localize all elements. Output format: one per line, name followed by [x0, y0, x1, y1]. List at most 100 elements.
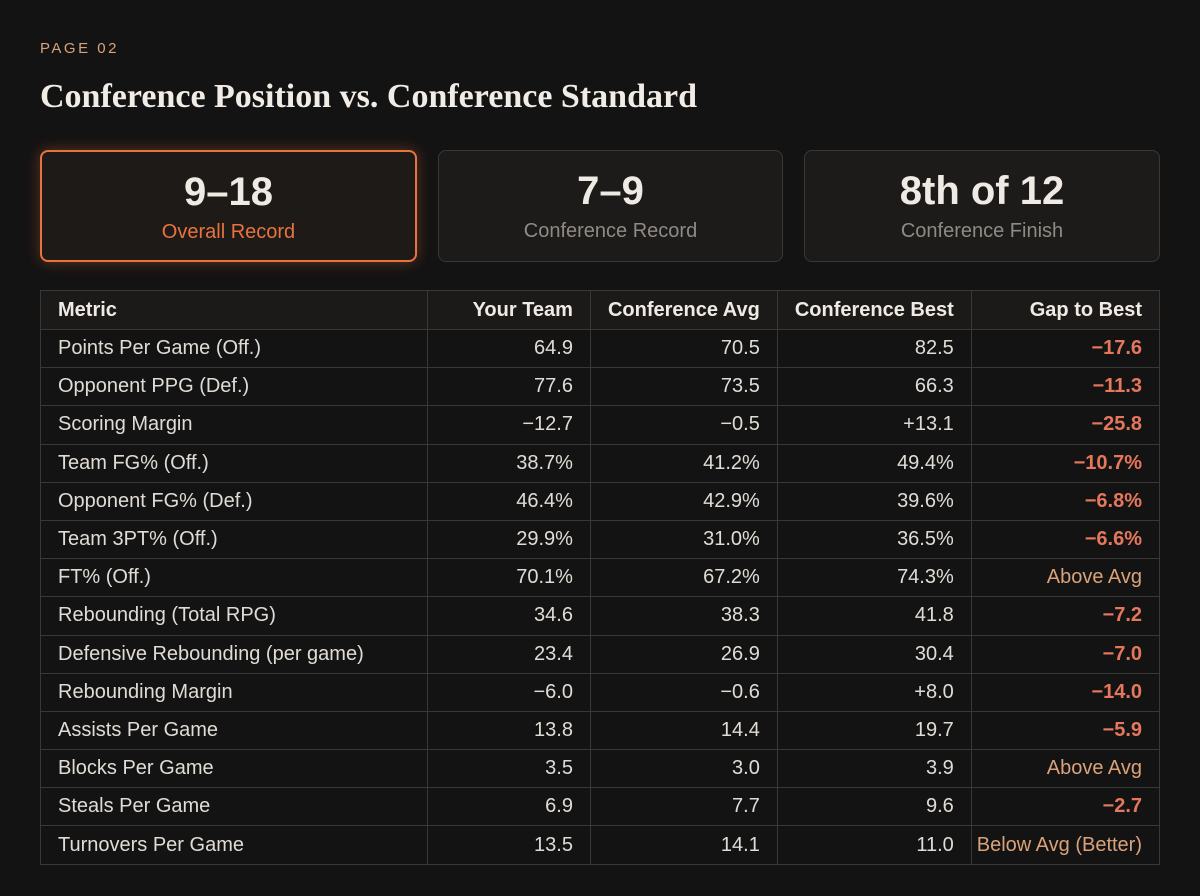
- table-row: Rebounding Margin −6.0 −0.6 +8.0 −14.0: [39, 672, 1161, 712]
- table-cell: −14.0: [970, 672, 1161, 712]
- metric-name: Opponent PPG (Def.): [39, 367, 429, 407]
- table-cell: 31.0%: [589, 519, 778, 560]
- table-cell: 19.7: [776, 710, 972, 751]
- metric-name: Assists Per Game: [39, 710, 429, 751]
- table-cell: 42.9%: [589, 481, 778, 521]
- table-cell: −0.5: [589, 405, 778, 445]
- table-row: Steals Per Game 6.9 7.7 9.6 −2.7: [39, 787, 1161, 827]
- table-cell: Above Avg: [970, 558, 1161, 598]
- metric-name: Turnovers Per Game: [39, 825, 429, 865]
- metric-name: FT% (Off.): [39, 558, 429, 598]
- table-cell: 41.8: [776, 596, 972, 636]
- table-row: Assists Per Game 13.8 14.4 19.7 −5.9: [39, 710, 1161, 751]
- column-header: Metric: [39, 290, 429, 330]
- table-cell: 82.5: [776, 328, 972, 369]
- metric-name: Rebounding (Total RPG): [39, 596, 429, 636]
- table-cell: −6.0: [427, 672, 591, 712]
- metric-name: Scoring Margin: [39, 405, 429, 445]
- table-cell: 3.0: [589, 749, 778, 789]
- table-cell: 73.5: [589, 367, 778, 407]
- metric-name: Points Per Game (Off.): [39, 328, 429, 369]
- table-cell: 66.3: [776, 367, 972, 407]
- metric-name: Team FG% (Off.): [39, 443, 429, 483]
- column-header: Gap to Best: [970, 290, 1161, 330]
- table-cell: 38.3: [589, 596, 778, 636]
- column-header: Conference Best: [776, 290, 972, 330]
- table-cell: +8.0: [776, 672, 972, 712]
- table-cell: 70.1%: [427, 558, 591, 598]
- table-cell: −0.6: [589, 672, 778, 712]
- stat-card: 7–9 Conference Record: [438, 150, 783, 262]
- page-title: Conference Position vs. Conference Stand…: [40, 78, 697, 115]
- metric-name: Steals Per Game: [39, 787, 429, 827]
- table-cell: −5.9: [970, 710, 1161, 751]
- table-row: Blocks Per Game 3.5 3.0 3.9 Above Avg: [39, 749, 1161, 789]
- table-cell: −7.0: [970, 634, 1161, 674]
- table-row: Turnovers Per Game 13.5 14.1 11.0 Below Avg …: [39, 825, 1161, 865]
- table-cell: 26.9: [589, 634, 778, 674]
- table-row: FT% (Off.) 70.1% 67.2% 74.3% Above Avg: [39, 558, 1161, 598]
- table-row: Team FG% (Off.) 38.7% 41.2% 49.4% −10.7%: [39, 443, 1161, 483]
- table-cell: 41.2%: [589, 443, 778, 483]
- table-cell: 23.4: [427, 634, 591, 674]
- table-cell: 34.6: [427, 596, 591, 636]
- table-cell: 36.5%: [776, 519, 972, 560]
- stat-card: 9–18 Overall Record: [40, 150, 417, 262]
- table-cell: 3.5: [427, 749, 591, 789]
- metric-name: Opponent FG% (Def.): [39, 481, 429, 521]
- table-cell: Below Avg (Better): [970, 825, 1161, 865]
- table-cell: 6.9: [427, 787, 591, 827]
- table-cell: 3.9: [776, 749, 972, 789]
- table-cell: −6.6%: [970, 519, 1161, 560]
- table-row: Opponent PPG (Def.) 77.6 73.5 66.3 −11.3: [39, 367, 1161, 407]
- stat-card: 8th of 12 Conference Finish: [804, 150, 1160, 262]
- table-cell: 64.9: [427, 328, 591, 369]
- table-cell: 39.6%: [776, 481, 972, 521]
- table-cell: 67.2%: [589, 558, 778, 598]
- table-cell: 49.4%: [776, 443, 972, 483]
- column-header: Conference Avg: [589, 290, 778, 330]
- table-row: Team 3PT% (Off.) 29.9% 31.0% 36.5% −6.6%: [39, 519, 1161, 560]
- card-value: 9–18: [184, 170, 273, 214]
- table-cell: −25.8: [970, 405, 1161, 445]
- table-cell: 30.4: [776, 634, 972, 674]
- table-row: Points Per Game (Off.) 64.9 70.5 82.5 −17.6: [39, 328, 1161, 369]
- table-cell: −12.7: [427, 405, 591, 445]
- table-cell: 74.3%: [776, 558, 972, 598]
- table-cell: 70.5: [589, 328, 778, 369]
- metric-name: Rebounding Margin: [39, 672, 429, 712]
- card-value: 8th of 12: [899, 169, 1065, 213]
- table-row: Opponent FG% (Def.) 46.4% 42.9% 39.6% −6.8%: [39, 481, 1161, 521]
- table-cell: 14.4: [589, 710, 778, 751]
- metric-name: Team 3PT% (Off.): [39, 519, 429, 560]
- table-cell: Above Avg: [970, 749, 1161, 789]
- header-row: Metric Your Team Conference Avg Conference …: [39, 290, 1161, 330]
- card-label: Conference Finish: [900, 220, 1064, 242]
- card-label: Conference Record: [523, 220, 698, 242]
- table-cell: −10.7%: [970, 443, 1161, 483]
- table-cell: −7.2: [970, 596, 1161, 636]
- table-cell: 13.5: [427, 825, 591, 865]
- metrics-table: Metric Your Team Conference Avg Conference …: [39, 290, 1161, 865]
- table-cell: 38.7%: [427, 443, 591, 483]
- table-cell: 14.1: [589, 825, 778, 865]
- table-row: Scoring Margin −12.7 −0.5 +13.1 −25.8: [39, 405, 1161, 445]
- table-cell: −6.8%: [970, 481, 1161, 521]
- page-label: PAGE 02: [40, 40, 119, 57]
- column-header: Your Team: [427, 290, 591, 330]
- card-value: 7–9: [577, 169, 644, 213]
- table-cell: 7.7: [589, 787, 778, 827]
- table-cell: +13.1: [776, 405, 972, 445]
- table-cell: 11.0: [776, 825, 972, 865]
- table-row: Defensive Rebounding (per game) 23.4 26.9 3…: [39, 634, 1161, 674]
- table-cell: −17.6: [970, 328, 1161, 369]
- table-row: Rebounding (Total RPG) 34.6 38.3 41.8 −7.2: [39, 596, 1161, 636]
- table-cell: −11.3: [970, 367, 1161, 407]
- table-cell: 9.6: [776, 787, 972, 827]
- table-cell: −2.7: [970, 787, 1161, 827]
- card-label: Overall Record: [161, 221, 296, 243]
- table-cell: 77.6: [427, 367, 591, 407]
- table-cell: 46.4%: [427, 481, 591, 521]
- table-cell: 13.8: [427, 710, 591, 751]
